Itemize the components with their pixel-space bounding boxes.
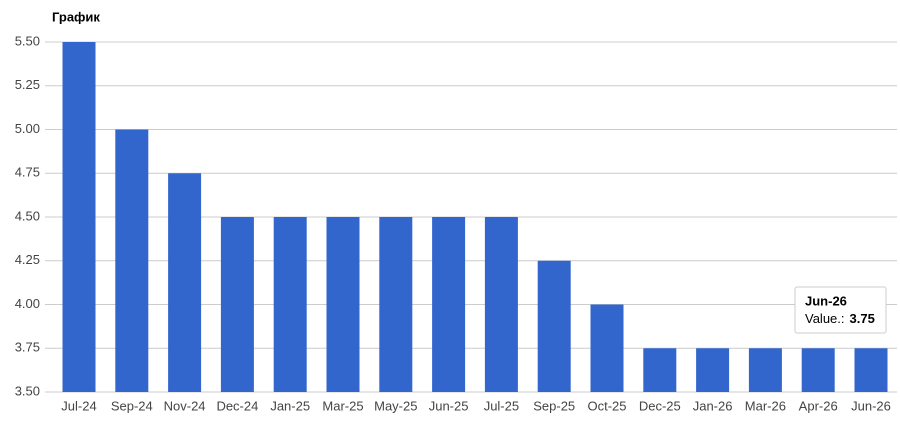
tooltip-box — [794, 286, 887, 334]
tooltip-title: Jun-26 — [805, 293, 847, 308]
x-tick-label: Oct-25 — [587, 398, 626, 413]
x-tick-label: Dec-25 — [639, 398, 681, 413]
bar — [643, 348, 677, 392]
tooltip-label: Value.: — [805, 311, 845, 326]
bar — [484, 217, 518, 392]
x-tick-label: Jun-26 — [851, 398, 891, 413]
y-tick-label: 5.00 — [15, 121, 40, 136]
y-tick-label: 4.00 — [15, 296, 40, 311]
y-tick-label: 4.50 — [15, 208, 40, 223]
x-tick-label: Sep-25 — [533, 398, 575, 413]
bar — [379, 217, 413, 392]
x-tick-label: Dec-24 — [216, 398, 258, 413]
bar — [273, 217, 307, 392]
tooltip-line: Value.: 3.75 — [805, 311, 875, 326]
bar — [748, 348, 782, 392]
bar — [220, 217, 254, 392]
x-tick-label: Nov-24 — [164, 398, 206, 413]
bar — [801, 348, 835, 392]
tooltip-value: 3.75 — [850, 311, 875, 326]
y-tick-label: 3.50 — [15, 383, 40, 398]
bar — [854, 348, 888, 392]
bar — [537, 260, 571, 392]
bar — [696, 348, 730, 392]
y-tick-label: 5.25 — [15, 77, 40, 92]
bar — [326, 217, 360, 392]
y-tick-label: 4.75 — [15, 165, 40, 180]
x-tick-label: Jan-26 — [693, 398, 733, 413]
x-tick-label: Jun-25 — [429, 398, 469, 413]
bar — [62, 42, 96, 392]
x-tick-label: May-25 — [374, 398, 417, 413]
chart-title: График — [52, 9, 100, 24]
bar — [168, 173, 202, 392]
bar — [115, 129, 149, 392]
x-tick-label: Jul-25 — [484, 398, 519, 413]
y-tick-label: 4.25 — [15, 252, 40, 267]
y-tick-label: 3.75 — [15, 340, 40, 355]
x-tick-label: Mar-26 — [745, 398, 786, 413]
x-tick-label: Jul-24 — [61, 398, 96, 413]
bar — [590, 304, 624, 392]
x-tick-label: Jan-25 — [270, 398, 310, 413]
tooltip: Jun-26 Value.: 3.75 — [794, 286, 887, 334]
x-tick-label: Mar-25 — [322, 398, 363, 413]
x-tick-label: Sep-24 — [111, 398, 153, 413]
x-tick-label: Apr-26 — [799, 398, 838, 413]
bar — [432, 217, 466, 392]
y-tick-label: 5.50 — [15, 33, 40, 48]
